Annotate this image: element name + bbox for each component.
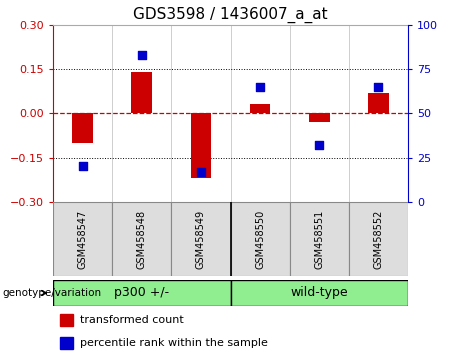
Text: p300 +/-: p300 +/- (114, 286, 169, 299)
Point (79, 164, 86, 169)
Text: genotype/variation: genotype/variation (2, 288, 101, 298)
Bar (230, 202, 290, 276)
Bar (60, 337, 73, 349)
Point (375, 84, 382, 90)
Text: percentile rank within the sample: percentile rank within the sample (80, 338, 268, 348)
Text: GSM458549: GSM458549 (196, 209, 206, 269)
Bar (290, 202, 349, 276)
Bar (349, 202, 408, 276)
Bar (72, 113, 93, 143)
Point (256, 84, 264, 90)
Bar (131, 72, 152, 113)
Bar (368, 93, 389, 113)
Bar (171, 202, 230, 276)
Bar (112, 202, 171, 276)
Title: GDS3598 / 1436007_a_at: GDS3598 / 1436007_a_at (133, 7, 328, 23)
Text: GSM458547: GSM458547 (77, 209, 88, 269)
Text: GSM458550: GSM458550 (255, 209, 265, 269)
Point (138, 52, 145, 58)
Text: transformed count: transformed count (80, 315, 184, 325)
Bar (309, 113, 330, 122)
Text: wild-type: wild-type (290, 286, 348, 299)
Point (197, 169, 205, 175)
Bar (190, 113, 211, 178)
Bar (53, 202, 112, 276)
Bar (60, 314, 73, 326)
Text: GSM458551: GSM458551 (314, 209, 324, 269)
Bar (250, 104, 271, 113)
Bar (230, 280, 408, 306)
Text: GSM458548: GSM458548 (137, 209, 147, 269)
Point (315, 142, 323, 148)
Bar (53, 280, 230, 306)
Text: GSM458552: GSM458552 (373, 209, 384, 269)
